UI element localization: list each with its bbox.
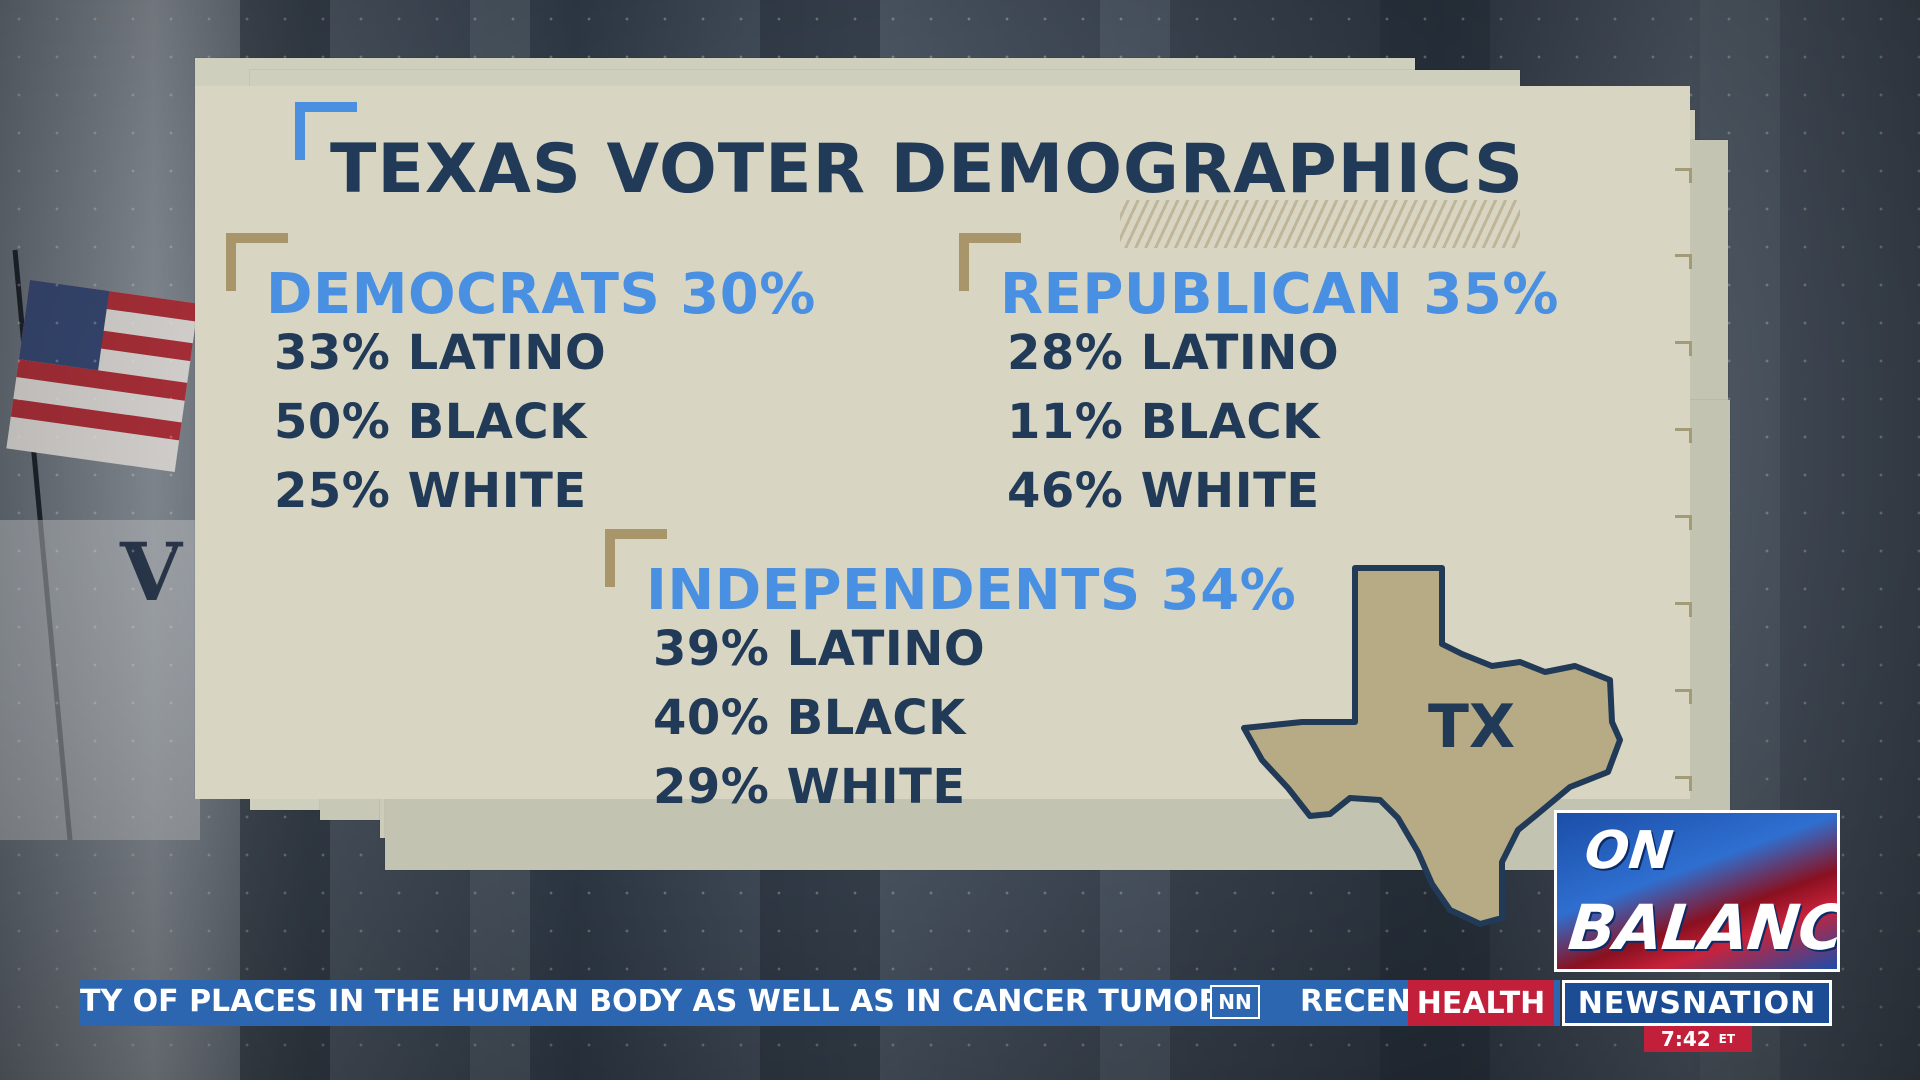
title-bracket xyxy=(295,102,357,160)
republican-black: 11% BLACK xyxy=(1007,394,1320,450)
show-logo-balance: BALANCE xyxy=(1565,891,1840,964)
decorative-hatch xyxy=(1120,200,1520,248)
texas-map-icon xyxy=(1241,565,1623,927)
clock-timezone: ET xyxy=(1718,1032,1736,1046)
ticker-text: TY OF PLACES IN THE HUMAN BODY AS WELL A… xyxy=(80,984,1244,1019)
category-badge: HEALTH xyxy=(1408,980,1554,1026)
independents-bracket xyxy=(605,529,667,587)
show-logo-on: ON xyxy=(1581,821,1676,881)
independents-white: 29% WHITE xyxy=(653,759,966,815)
democrats-bracket xyxy=(226,233,288,291)
democrats-heading: DEMOCRATS 30% xyxy=(266,262,816,327)
nn-logo-icon: NN xyxy=(1210,985,1260,1019)
independents-black: 40% BLACK xyxy=(653,690,966,746)
map-label: TX xyxy=(1428,692,1516,762)
democrats-black: 50% BLACK xyxy=(274,394,587,450)
svg-text:V: V xyxy=(119,525,184,619)
news-ticker: TY OF PLACES IN THE HUMAN BODY AS WELL A… xyxy=(80,980,1560,1026)
republican-bracket xyxy=(959,233,1021,291)
graphic-title: TEXAS VOTER DEMOGRAPHICS xyxy=(330,130,1525,209)
republican-latino: 28% LATINO xyxy=(1007,325,1340,381)
clock-time: 7:42 xyxy=(1660,1027,1711,1051)
clock-badge: 7:42 ET xyxy=(1644,1026,1752,1052)
republican-white: 46% WHITE xyxy=(1007,463,1320,519)
democrats-white: 25% WHITE xyxy=(274,463,587,519)
democrats-latino: 33% LATINO xyxy=(274,325,607,381)
independents-heading: INDEPENDENTS 34% xyxy=(646,558,1297,623)
ticker-next-text: RECEN xyxy=(1300,984,1412,1019)
republican-heading: REPUBLICAN 35% xyxy=(1000,262,1559,327)
independents-latino: 39% LATINO xyxy=(653,621,986,677)
show-logo: ON BALANCE xyxy=(1554,810,1840,972)
network-logo: NEWSNATION xyxy=(1562,980,1832,1026)
american-flag-icon: V xyxy=(0,249,200,840)
